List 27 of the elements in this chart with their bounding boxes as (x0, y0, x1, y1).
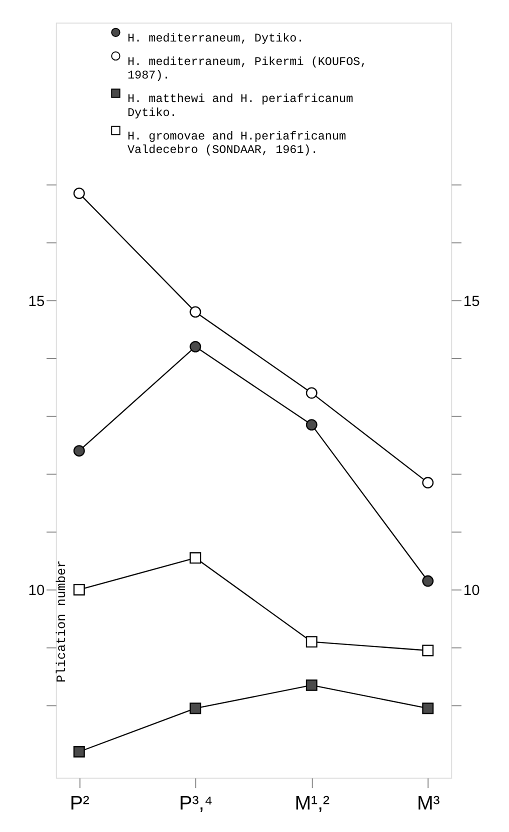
y2-tick-label: 15 (463, 294, 480, 310)
x-tick-label: P² (70, 792, 90, 815)
point (73, 188, 85, 200)
point (190, 552, 202, 564)
x-tick-label: P³,⁴ (179, 792, 213, 815)
legend-label: H. gromovae and H.periafricanum Valdecebro (SONDAAR, 1961). (127, 129, 346, 158)
point (422, 702, 434, 714)
point (190, 702, 202, 714)
point (306, 387, 318, 399)
x-tick-label: M³ (416, 792, 440, 815)
point (190, 340, 202, 352)
point (422, 575, 434, 587)
point (73, 584, 85, 596)
y2-tick-label: 10 (463, 583, 480, 600)
point (422, 476, 434, 488)
point (306, 636, 318, 648)
point (306, 679, 318, 691)
point (306, 419, 318, 431)
y-axis-title: Plication number (54, 560, 70, 682)
point (422, 644, 434, 656)
point (73, 445, 85, 457)
legend-label: H. matthewi and H. periafricanum Dytiko. (127, 92, 354, 120)
x-tick-label: M¹,² (294, 792, 330, 815)
point (73, 746, 85, 758)
legend-label: H. mediterraneum, Pikermi (KOUFOS, 1987). (127, 54, 368, 83)
legend-label: H. mediterraneum, Dytiko. (127, 31, 304, 46)
point (190, 306, 202, 318)
